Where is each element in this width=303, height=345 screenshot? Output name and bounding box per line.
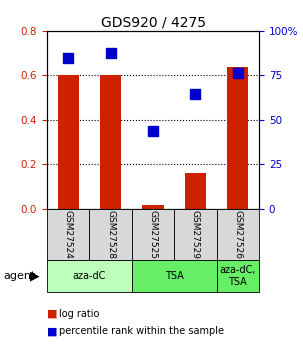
- Text: ■: ■: [47, 309, 58, 319]
- Text: TSA: TSA: [165, 271, 184, 281]
- Text: GSM27524: GSM27524: [64, 210, 73, 259]
- Text: GSM27525: GSM27525: [148, 210, 158, 259]
- Bar: [58, 75, 79, 209]
- Text: GSM27529: GSM27529: [191, 210, 200, 259]
- Title: GDS920 / 4275: GDS920 / 4275: [101, 16, 205, 30]
- Bar: [185, 173, 206, 209]
- Point: [66, 55, 71, 60]
- Text: agent: agent: [3, 271, 35, 281]
- Text: log ratio: log ratio: [59, 309, 99, 319]
- Point: [235, 70, 240, 76]
- Text: aza-dC: aza-dC: [73, 271, 106, 281]
- Point: [151, 129, 155, 134]
- Text: ■: ■: [47, 326, 58, 336]
- Point: [108, 50, 113, 56]
- Bar: [100, 75, 121, 209]
- Text: aza-dC,
TSA: aza-dC, TSA: [220, 265, 256, 287]
- Text: ▶: ▶: [30, 269, 40, 283]
- Text: percentile rank within the sample: percentile rank within the sample: [59, 326, 224, 336]
- Bar: [227, 67, 248, 209]
- Point: [193, 91, 198, 97]
- Text: GSM27526: GSM27526: [233, 210, 242, 259]
- Bar: [142, 205, 164, 209]
- Text: GSM27528: GSM27528: [106, 210, 115, 259]
